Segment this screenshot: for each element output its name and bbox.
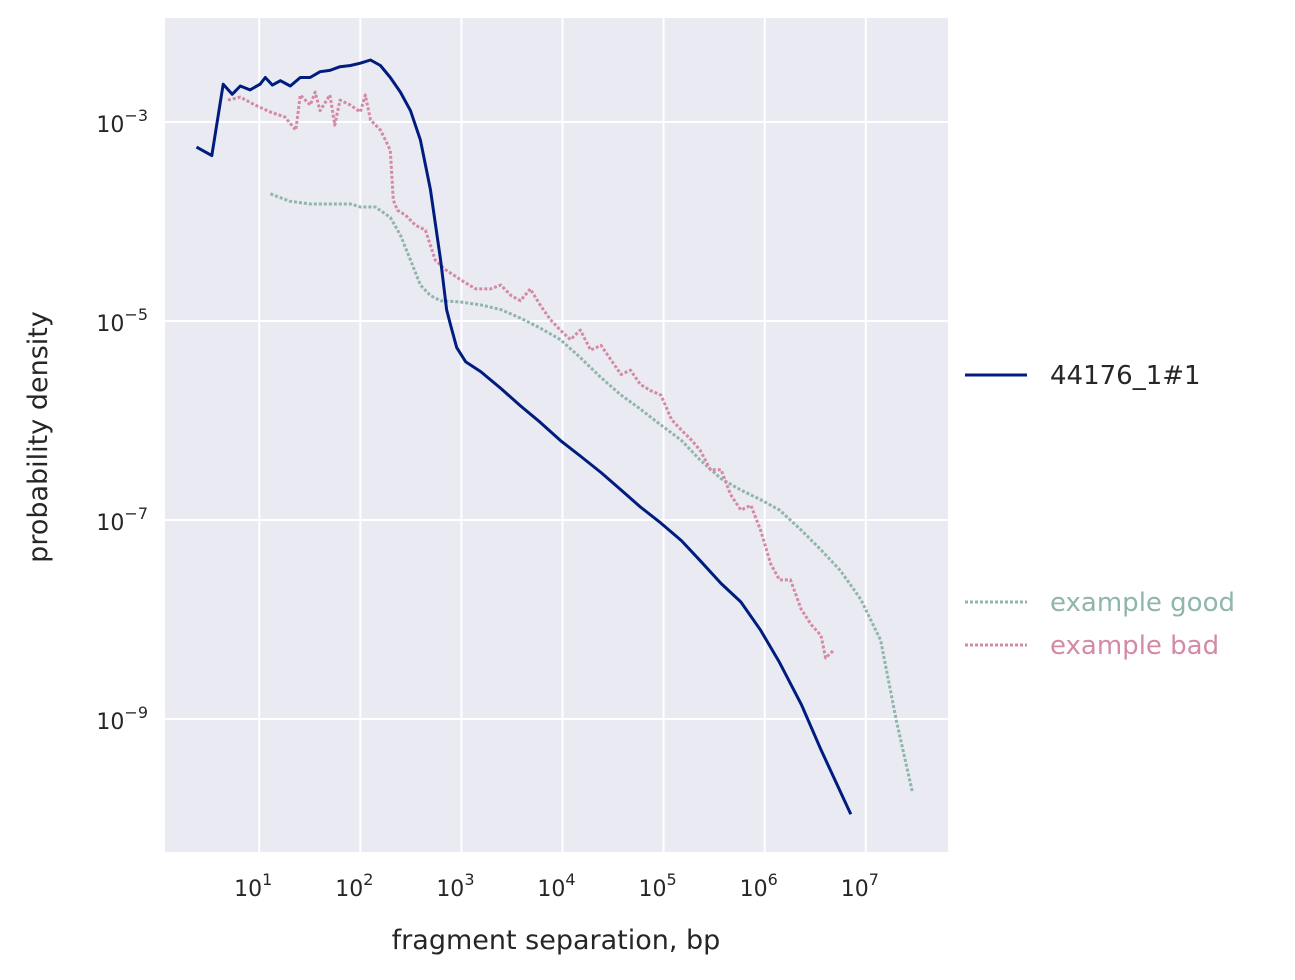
tick-exponent: −9 (124, 703, 148, 722)
tick-exponent: 7 (869, 870, 879, 889)
tick-base: 10 (740, 877, 768, 902)
tick-exponent: 4 (565, 870, 575, 889)
legend-label: example bad (1050, 631, 1219, 661)
x-tick-label: 104 (537, 870, 575, 902)
series-line-44176-1-1 (195, 58, 853, 815)
tick-base: 10 (234, 877, 262, 902)
series-group (195, 58, 915, 815)
tick-base: 10 (537, 877, 565, 902)
tick-exponent: 1 (262, 870, 272, 889)
tick-base: 10 (335, 877, 363, 902)
legend-label: 44176_1#1 (1050, 361, 1201, 391)
x-tick-label: 105 (639, 870, 677, 902)
tick-base: 10 (96, 113, 124, 138)
x-tick-labels: 101 102 103 104 105 106 107 (234, 870, 879, 902)
x-tick-label: 107 (841, 870, 879, 902)
tick-exponent: 2 (363, 870, 373, 889)
series-line-example-bad (227, 90, 835, 660)
tick-base: 10 (96, 511, 124, 536)
tick-base: 10 (436, 877, 464, 902)
tick-base: 10 (639, 877, 667, 902)
tick-exponent: −5 (124, 305, 148, 324)
tick-base: 10 (96, 710, 124, 735)
tick-exponent: 3 (464, 870, 474, 889)
legend-label: example good (1050, 588, 1235, 618)
tick-exponent: −7 (124, 504, 148, 523)
x-tick-label: 106 (740, 870, 778, 902)
y-tick-label: 10−3 (96, 106, 148, 138)
y-axis-label: probability density (23, 311, 54, 563)
tick-exponent: 6 (768, 870, 778, 889)
tick-base: 10 (841, 877, 869, 902)
y-tick-label: 10−9 (96, 703, 148, 735)
y-tick-labels: 10−310−510−710−9 (96, 106, 148, 735)
x-tick-label: 103 (436, 870, 474, 902)
x-tick-label: 101 (234, 870, 272, 902)
tick-exponent: 5 (667, 870, 677, 889)
tick-exponent: −3 (124, 106, 148, 125)
x-axis-label: fragment separation, bp (392, 925, 721, 956)
x-tick-label: 102 (335, 870, 373, 902)
y-tick-label: 10−7 (96, 504, 148, 536)
series-line-example-good (269, 192, 915, 794)
tick-base: 10 (96, 312, 124, 337)
y-tick-label: 10−5 (96, 305, 148, 337)
